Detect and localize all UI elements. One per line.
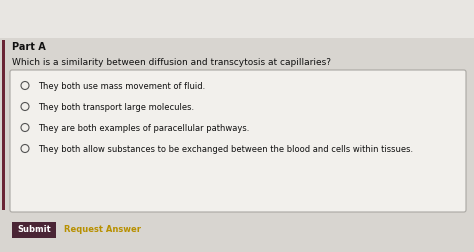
- Text: They both transport large molecules.: They both transport large molecules.: [38, 103, 194, 112]
- Text: Request Answer: Request Answer: [64, 226, 141, 235]
- Text: Submit: Submit: [17, 226, 51, 235]
- Text: They are both examples of paracellular pathways.: They are both examples of paracellular p…: [38, 124, 249, 133]
- FancyBboxPatch shape: [10, 70, 466, 212]
- Text: Part A: Part A: [12, 42, 46, 52]
- Text: They both allow substances to be exchanged between the blood and cells within ti: They both allow substances to be exchang…: [38, 145, 413, 154]
- Text: Which is a similarity between diffusion and transcytosis at capillaries?: Which is a similarity between diffusion …: [12, 58, 331, 67]
- Bar: [0, 38, 474, 252]
- Bar: [12, 222, 56, 238]
- Text: They both use mass movement of fluid.: They both use mass movement of fluid.: [38, 82, 205, 91]
- Bar: [0, 0, 474, 38]
- Bar: [2, 40, 5, 210]
